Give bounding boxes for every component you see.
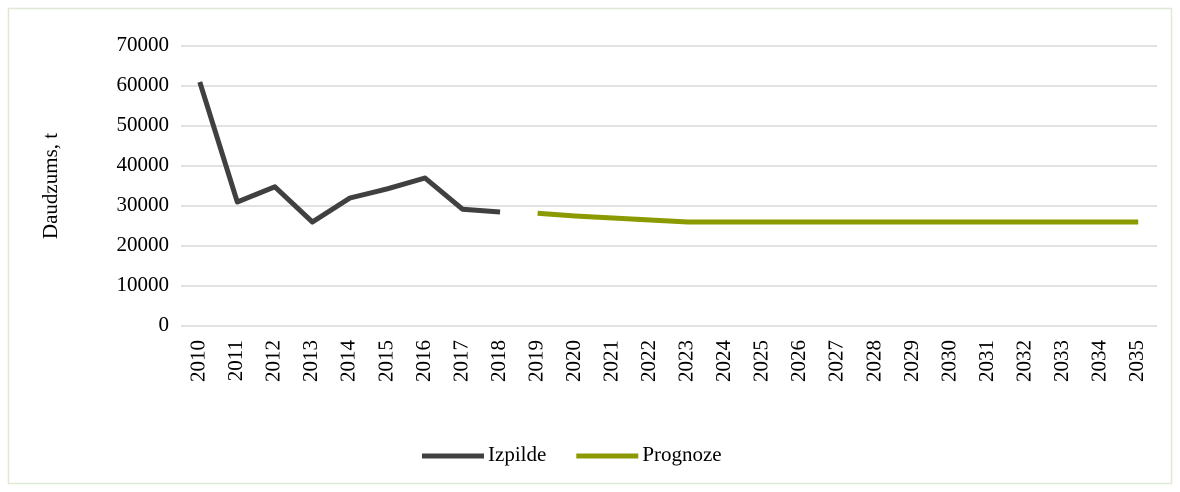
x-tick-label: 2034	[1087, 340, 1111, 383]
x-tick-label: 2021	[599, 340, 623, 382]
line-series	[197, 81, 501, 225]
y-axis-label: Daudzums, t	[38, 133, 62, 239]
x-tick-label: 2030	[936, 340, 960, 382]
x-tick-label: 2019	[523, 340, 547, 382]
y-tick-label: 30000	[117, 192, 170, 216]
x-tick-label: 2027	[824, 340, 848, 382]
line-series	[537, 210, 1139, 225]
y-tick-label: 10000	[117, 272, 170, 296]
x-tick-label: 2033	[1049, 340, 1073, 382]
y-tick-label: 40000	[117, 152, 170, 176]
x-tick-label: 2023	[674, 340, 698, 382]
x-tick-label: 2014	[336, 340, 360, 383]
x-tick-label: 2022	[636, 340, 660, 382]
x-tick-label: 2026	[786, 340, 810, 382]
x-tick-label: 2017	[448, 340, 472, 382]
x-tick-label: 2020	[561, 340, 585, 382]
y-tick-label: 0	[159, 312, 170, 336]
y-tick-label: 70000	[117, 32, 170, 56]
x-tick-label: 2016	[411, 340, 435, 382]
y-tick-label: 50000	[117, 112, 170, 136]
x-tick-label: 2011	[223, 340, 247, 381]
x-tick-label: 2013	[298, 340, 322, 382]
legend-label: Prognoze	[642, 442, 721, 466]
x-tick-label: 2024	[711, 340, 735, 383]
y-tick-label: 60000	[117, 72, 170, 96]
y-tick-label: 20000	[117, 232, 170, 256]
x-tick-label: 2012	[261, 340, 285, 382]
legend-label: Izpilde	[488, 442, 546, 466]
x-tick-label: 2028	[861, 340, 885, 382]
x-tick-label: 2031	[974, 340, 998, 382]
x-tick-label: 2029	[899, 340, 923, 382]
x-tick-label: 2035	[1124, 340, 1148, 382]
x-tick-label: 2025	[749, 340, 773, 382]
x-tick-label: 2032	[1011, 340, 1035, 382]
x-tick-label: 2010	[186, 340, 210, 382]
x-tick-label: 2015	[373, 340, 397, 382]
x-tick-label: 2018	[486, 340, 510, 382]
